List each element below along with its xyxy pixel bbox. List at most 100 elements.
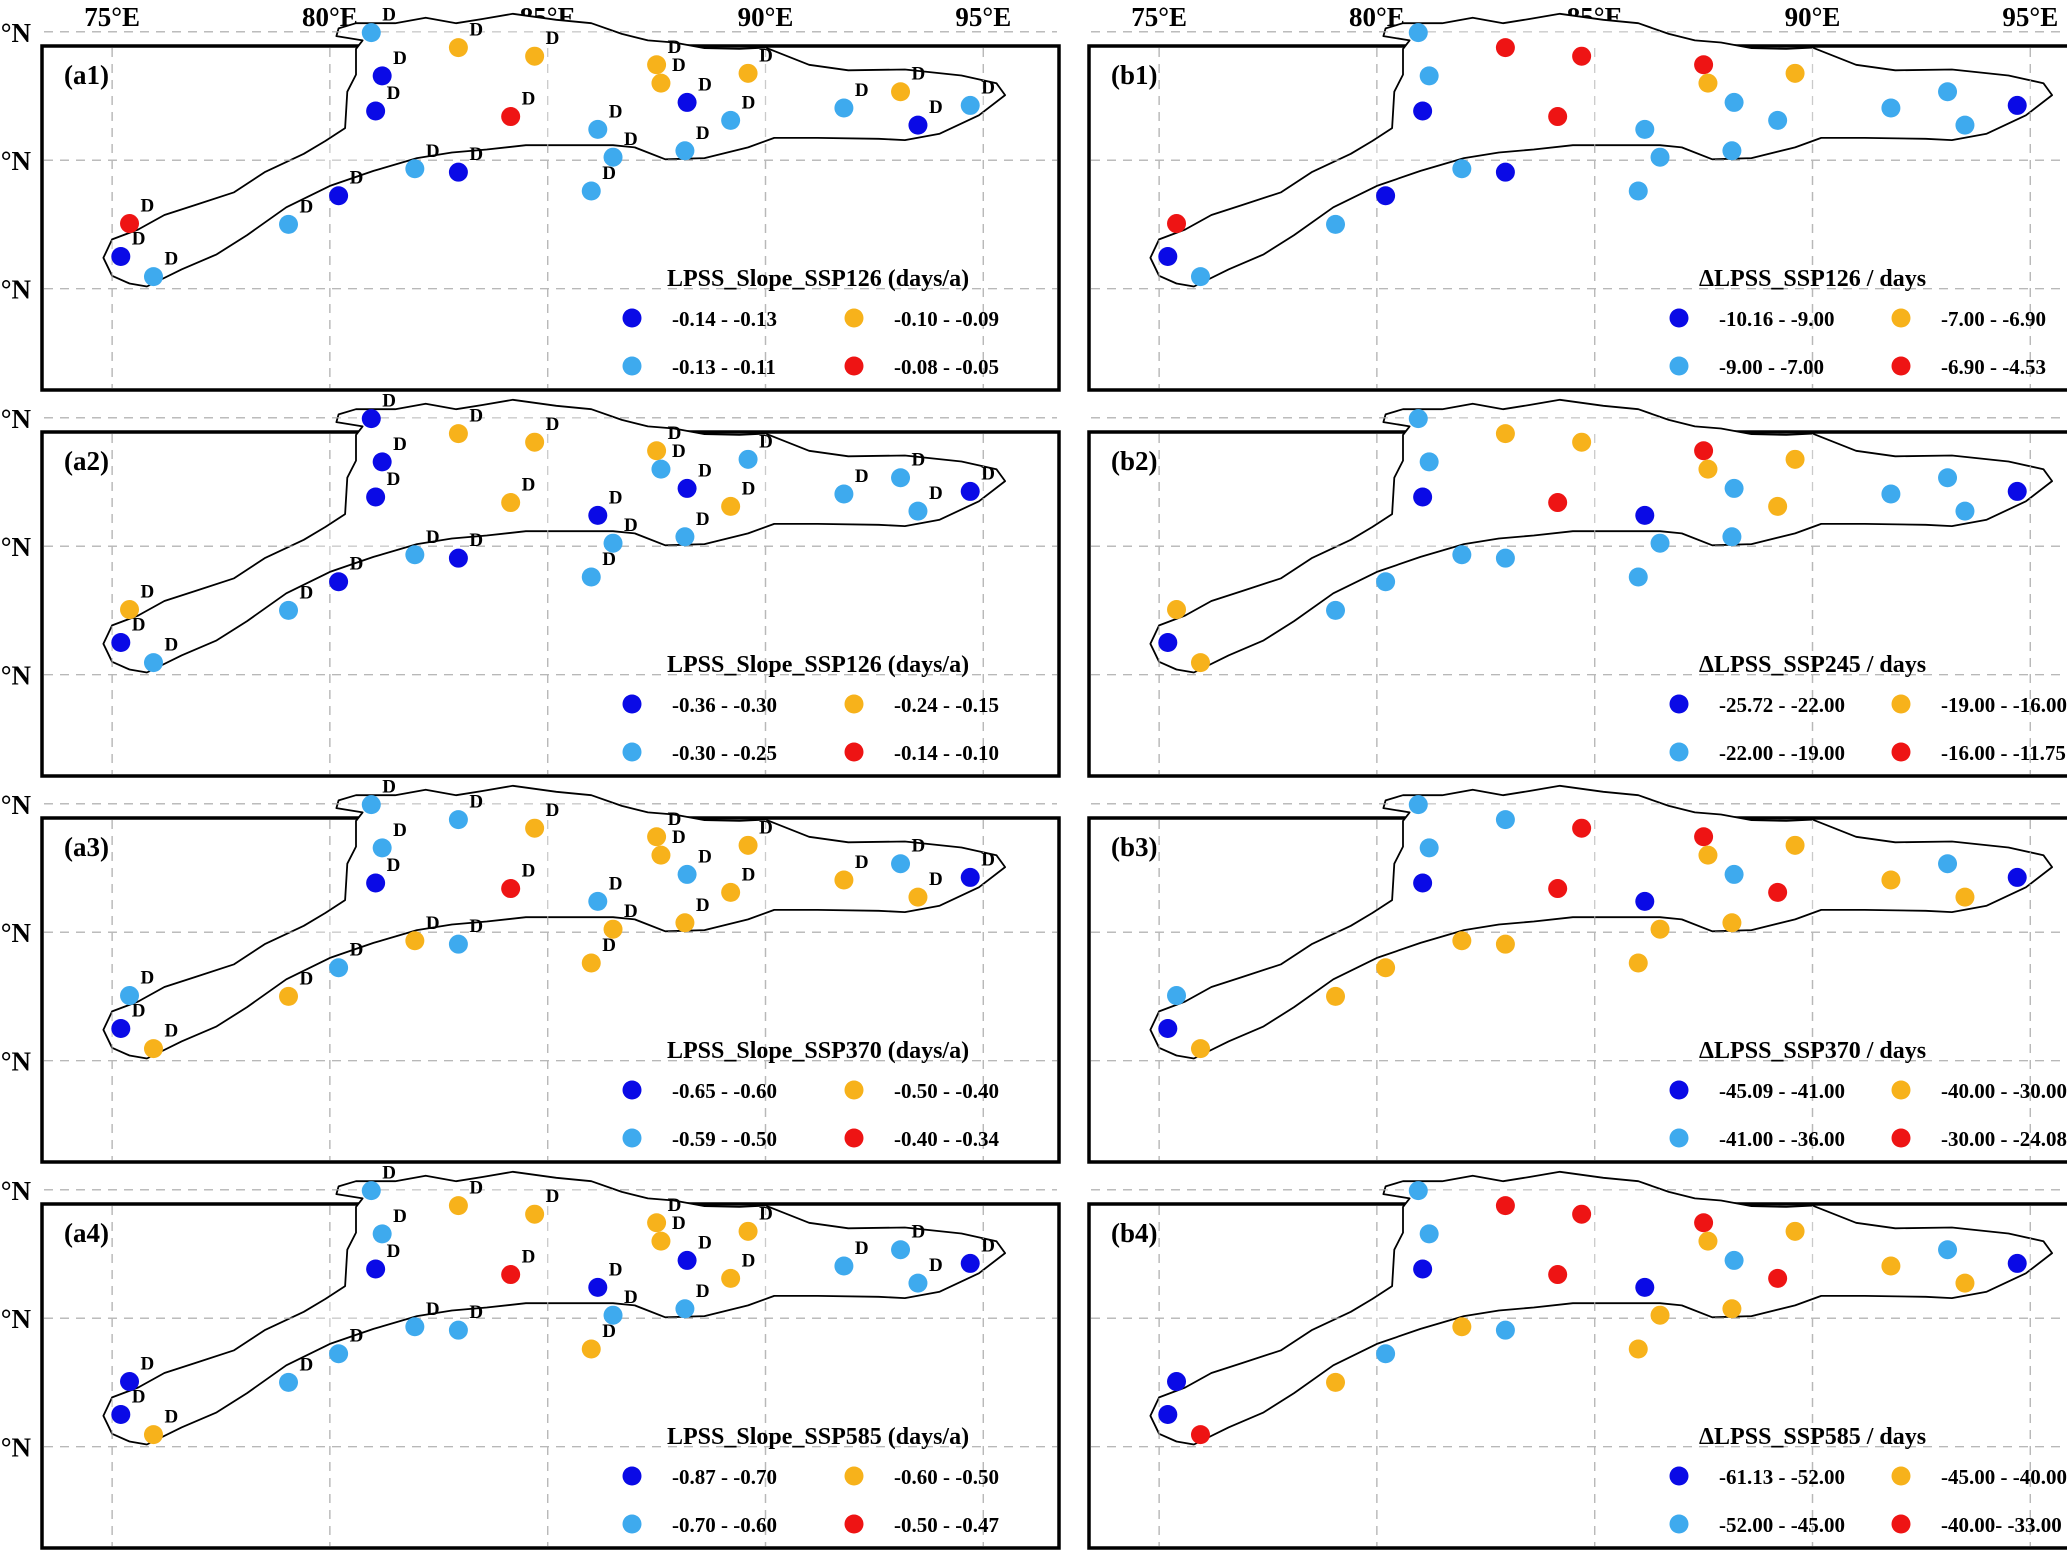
drought-marker: D <box>602 1321 616 1342</box>
drought-marker: D <box>668 37 682 58</box>
lat-tick-label: 45°N <box>0 18 32 48</box>
legend-swatch <box>622 742 642 762</box>
drought-marker: D <box>350 1326 364 1347</box>
station-point <box>1413 1259 1433 1279</box>
drought-marker: D <box>742 478 756 499</box>
station-point <box>588 891 608 911</box>
drought-marker: D <box>522 89 536 110</box>
station-point <box>1408 1181 1428 1201</box>
station-point <box>1452 159 1472 179</box>
drought-marker: D <box>522 861 536 882</box>
legend-swatch <box>622 356 642 376</box>
lon-tick-label: 95°E <box>955 2 1011 32</box>
station-point <box>1419 452 1439 472</box>
station-point <box>1495 810 1515 830</box>
station-point <box>908 501 928 521</box>
map-panel-b3: (b3) ΔLPSS_SSP370 / days -45.09 - -41.00 -4… <box>1087 784 2067 1164</box>
station-point <box>581 953 601 973</box>
station-point <box>581 1339 601 1359</box>
station-point <box>1955 115 1975 135</box>
station-point <box>721 496 741 516</box>
station-point <box>891 854 911 874</box>
station-point <box>1628 567 1648 587</box>
legend-title: LPSS_Slope_SSP370 (days/a) <box>667 1038 969 1064</box>
drought-marker: D <box>672 827 686 848</box>
drought-marker: D <box>300 582 314 603</box>
station-point <box>405 1317 425 1337</box>
station-point <box>143 1039 163 1059</box>
station-point <box>329 1344 349 1364</box>
lat-tick-label: 42°N <box>0 918 32 948</box>
drought-marker: D <box>426 1299 440 1320</box>
station-point <box>329 572 349 592</box>
drought-marker: D <box>981 463 995 484</box>
drought-marker: D <box>855 1238 869 1259</box>
drought-marker: D <box>696 1281 710 1302</box>
drought-marker: D <box>393 48 407 69</box>
station-point <box>1419 66 1439 86</box>
station-point <box>2007 1253 2027 1273</box>
legend: LPSS_Slope_SSP126 (days/a) -0.36 - -0.30 -… <box>622 652 999 765</box>
drought-marker: D <box>929 869 943 890</box>
station-point <box>372 838 392 858</box>
legend-range: -0.30 - -0.25 <box>672 741 777 765</box>
legend: LPSS_Slope_SSP126 (days/a) -0.14 - -0.13 -… <box>622 266 999 379</box>
station-point <box>1881 870 1901 890</box>
drought-marker: D <box>387 83 401 104</box>
legend-range: -0.13 - -0.11 <box>672 355 776 379</box>
basin-outline <box>1149 12 2054 288</box>
station-point <box>1495 424 1515 444</box>
legend-swatch <box>1669 742 1689 762</box>
station-point <box>1572 46 1592 66</box>
legend-swatch <box>622 1514 642 1534</box>
station-point <box>143 267 163 287</box>
legend-title: LPSS_Slope_SSP126 (days/a) <box>667 266 969 292</box>
legend-swatch <box>1669 356 1689 376</box>
legend: LPSS_Slope_SSP370 (days/a) -0.65 - -0.60 -… <box>622 1038 999 1151</box>
station-point <box>1190 267 1210 287</box>
drought-marker: D <box>698 460 712 481</box>
station-point <box>1452 545 1472 565</box>
lon-tick-label: 90°E <box>1785 2 1841 32</box>
station-point <box>111 1019 131 1038</box>
station-point <box>675 913 695 933</box>
station-point <box>329 958 349 978</box>
drought-marker: D <box>164 1021 178 1042</box>
drought-marker: D <box>668 809 682 830</box>
legend-swatch <box>622 308 642 328</box>
station-point <box>1452 931 1472 951</box>
station-point <box>1881 1256 1901 1276</box>
station-point <box>834 870 854 890</box>
legend-title: LPSS_Slope_SSP126 (days/a) <box>667 652 969 678</box>
station-point <box>1419 1224 1439 1244</box>
station-point <box>1376 186 1396 206</box>
station-point <box>1158 1405 1178 1424</box>
station-point <box>1955 501 1975 521</box>
drought-marker: D <box>742 1250 756 1271</box>
station-point <box>279 214 299 234</box>
station-point <box>1326 600 1346 620</box>
drought-marker: D <box>546 414 560 435</box>
lon-tick-label: 95°E <box>2002 2 2058 32</box>
legend-swatch <box>844 308 864 328</box>
station-point <box>501 493 521 513</box>
lat-tick-label: 42°N <box>0 146 32 176</box>
station-point <box>960 867 980 887</box>
station-point <box>1158 247 1178 266</box>
station-point <box>120 600 140 620</box>
drought-marker: D <box>624 129 638 150</box>
legend-range: -45.09 - -41.00 <box>1719 1079 1845 1103</box>
station-point <box>1376 572 1396 592</box>
basin-outline <box>1149 784 2054 1060</box>
drought-marker: D <box>132 615 146 636</box>
panel-label: (a2) <box>64 446 109 476</box>
station-point <box>1698 845 1718 865</box>
drought-marker: D <box>164 1407 178 1428</box>
drought-marker: D <box>929 483 943 504</box>
station-point <box>1785 1221 1805 1241</box>
station-point <box>448 1196 468 1216</box>
legend-range: -40.00- -33.00 <box>1941 1513 2062 1537</box>
legend-swatch <box>844 1466 864 1486</box>
station-point <box>651 73 671 93</box>
drought-marker: D <box>393 434 407 455</box>
